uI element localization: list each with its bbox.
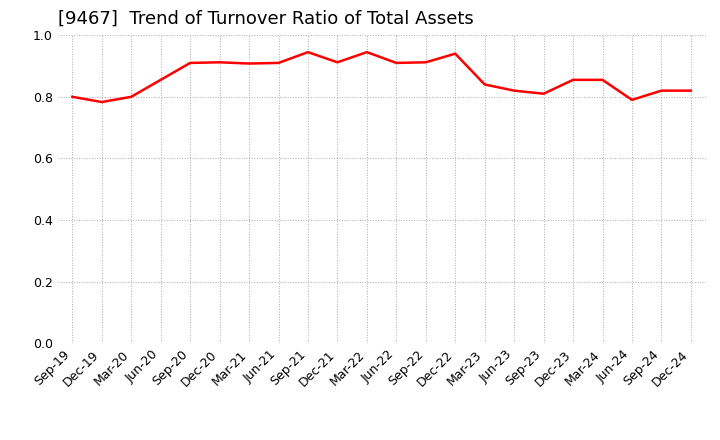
Text: [9467]  Trend of Turnover Ratio of Total Assets: [9467] Trend of Turnover Ratio of Total …	[58, 10, 473, 28]
